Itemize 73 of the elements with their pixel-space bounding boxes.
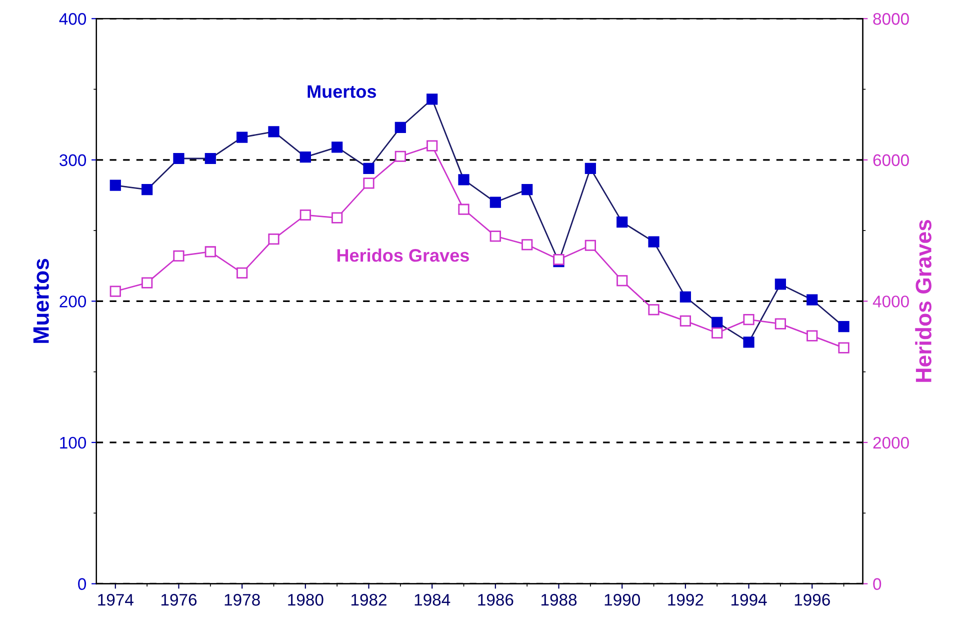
point xyxy=(774,278,786,290)
point xyxy=(332,212,343,224)
y-tick-label: 100 xyxy=(60,436,86,449)
point xyxy=(394,150,406,162)
point xyxy=(490,196,501,208)
y-tick-label: 0 xyxy=(78,578,86,590)
point xyxy=(142,184,153,196)
point xyxy=(426,94,438,105)
point xyxy=(332,142,343,153)
y2-tick-label: 4000 xyxy=(872,296,909,308)
point xyxy=(522,239,533,250)
point xyxy=(806,330,818,342)
point xyxy=(204,152,216,164)
point xyxy=(300,209,311,221)
y-tick-label: 300 xyxy=(60,154,86,166)
point xyxy=(268,126,280,138)
point xyxy=(363,178,374,189)
y-axis-title: Muertos xyxy=(33,258,49,343)
x-tick-label: 1992 xyxy=(668,594,704,606)
series-label: Muertos xyxy=(308,85,376,98)
y2-tick-label: 0 xyxy=(873,578,882,590)
point xyxy=(680,291,691,303)
x-tick-label: 1978 xyxy=(224,594,260,606)
point xyxy=(648,236,660,248)
x-tick-label: 1990 xyxy=(604,594,640,606)
series-label: Heridos Graves xyxy=(337,248,469,262)
point xyxy=(204,246,216,258)
point xyxy=(490,230,501,242)
point xyxy=(142,277,153,288)
point xyxy=(712,327,723,339)
point xyxy=(838,321,850,332)
point xyxy=(743,314,754,326)
point xyxy=(584,240,596,251)
point xyxy=(648,304,660,316)
y-tick-label: 200 xyxy=(60,296,86,308)
point xyxy=(268,233,280,245)
point xyxy=(522,184,533,196)
point xyxy=(110,286,121,297)
point xyxy=(774,318,786,330)
point xyxy=(616,216,628,228)
y2-tick-label: 8000 xyxy=(873,13,909,25)
y-tick-label: 400 xyxy=(59,13,86,25)
point xyxy=(110,180,121,191)
x-tick-label: 1982 xyxy=(351,594,386,606)
x-tick-label: 1994 xyxy=(732,594,767,606)
point xyxy=(300,152,311,163)
point xyxy=(458,204,470,215)
point xyxy=(394,122,406,133)
y2-tick-label: 6000 xyxy=(873,154,909,166)
x-tick-label: 1988 xyxy=(541,594,577,606)
point xyxy=(553,254,564,266)
point xyxy=(743,336,754,348)
x-tick-label: 1984 xyxy=(414,594,450,606)
x-tick-label: 1996 xyxy=(794,594,830,606)
x-tick-label: 1976 xyxy=(161,594,197,606)
point xyxy=(680,315,691,327)
y2-tick-label: 2000 xyxy=(873,436,909,449)
point xyxy=(173,250,184,262)
point xyxy=(616,275,628,286)
point xyxy=(584,162,596,174)
point xyxy=(363,162,374,174)
x-tick-label: 1974 xyxy=(98,594,134,606)
x-tick-label: 1980 xyxy=(288,594,324,606)
point xyxy=(838,342,850,354)
point xyxy=(236,132,248,143)
point xyxy=(426,140,438,152)
y2-axis-title: Heridos Graves xyxy=(915,220,932,382)
point xyxy=(173,152,184,164)
point xyxy=(236,267,248,278)
x-tick-label: 1986 xyxy=(478,594,514,606)
point xyxy=(806,294,818,306)
point xyxy=(458,174,470,186)
point xyxy=(712,316,723,328)
